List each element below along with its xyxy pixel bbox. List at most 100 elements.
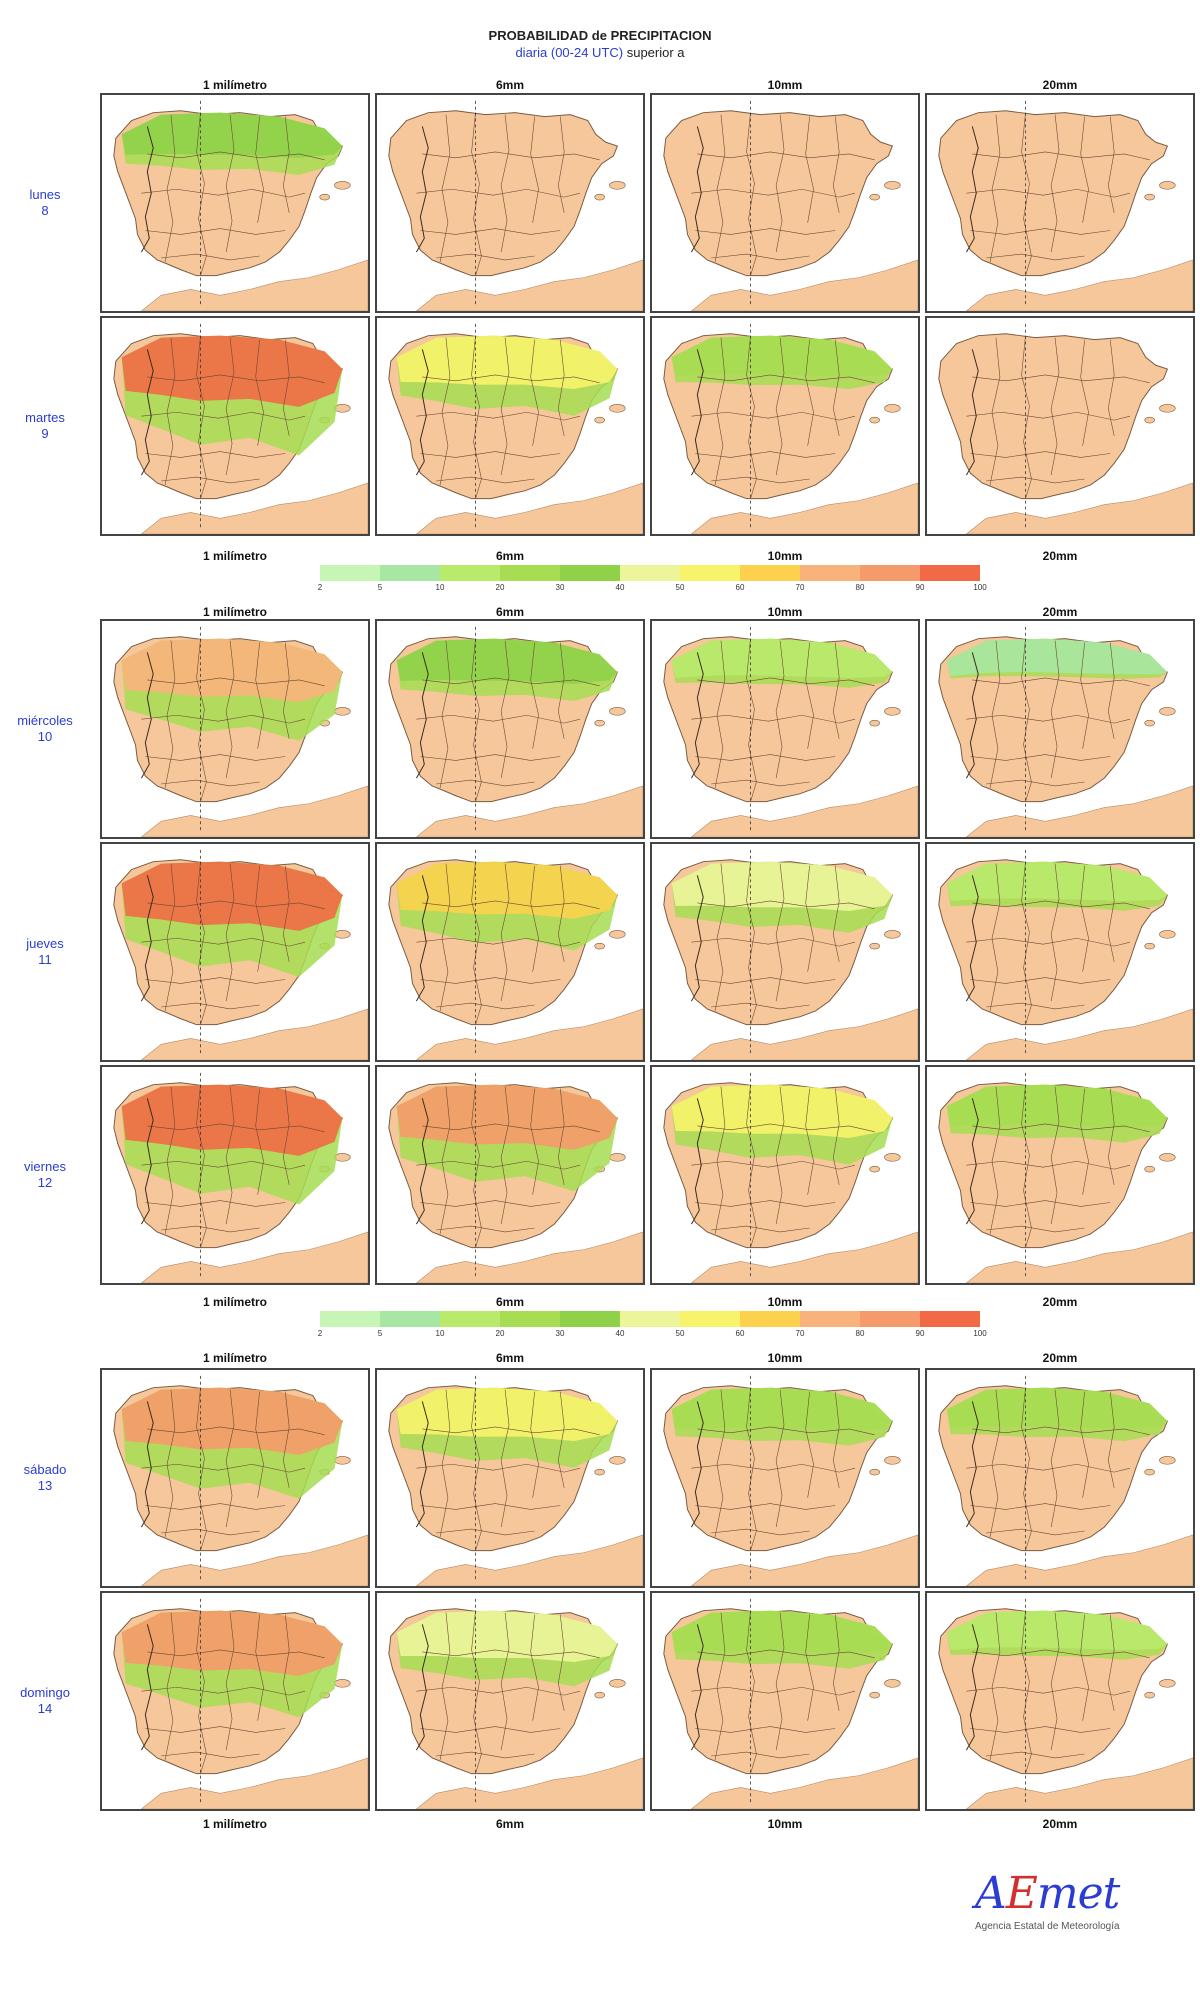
balearic-island — [884, 181, 901, 190]
probability-colorbar — [320, 565, 980, 581]
province-border — [557, 642, 565, 739]
map-panel[interactable] — [925, 1591, 1195, 1811]
day-label-3: jueves 11 — [0, 936, 90, 968]
province-border — [225, 863, 235, 1002]
day-number: 10 — [37, 729, 53, 744]
province-border — [746, 112, 757, 276]
colorbar-segment — [680, 565, 740, 581]
province-border — [530, 1391, 539, 1498]
map-panel[interactable] — [375, 619, 645, 839]
map-panel[interactable] — [650, 1065, 920, 1285]
province-border — [805, 1391, 814, 1498]
province-border — [805, 339, 814, 446]
map-panel[interactable] — [925, 619, 1195, 839]
map-panel[interactable] — [650, 93, 920, 313]
province-border — [805, 1088, 814, 1195]
threshold-header-3: 20mm — [1042, 1351, 1078, 1365]
province-border — [436, 1225, 535, 1233]
africa-landmass — [690, 482, 918, 534]
province-border — [161, 253, 260, 261]
province-border — [422, 1649, 600, 1659]
map-panel[interactable] — [375, 1368, 645, 1588]
map-panel[interactable] — [650, 842, 920, 1062]
colorbar-segment — [680, 1311, 740, 1327]
threshold-header-1: 6mm — [495, 549, 524, 563]
day-name: lunes — [29, 187, 61, 202]
balearic-island — [609, 1456, 626, 1465]
precip-map — [102, 318, 368, 534]
colorbar-tick-label: 50 — [675, 1329, 685, 1338]
colorbar-tick-label: 60 — [735, 1329, 745, 1338]
day-name: sábado — [23, 1462, 67, 1477]
province-border — [691, 937, 856, 947]
province-border — [147, 900, 325, 910]
province-border — [695, 977, 836, 984]
map-panel[interactable] — [650, 1368, 920, 1588]
province-border — [1107, 339, 1115, 436]
map-panel[interactable] — [100, 1065, 370, 1285]
precip-map — [102, 844, 368, 1060]
province-border — [225, 114, 235, 253]
map-panel[interactable] — [100, 1591, 370, 1811]
portugal-border — [965, 126, 979, 253]
map-panel[interactable] — [650, 619, 920, 839]
map-panel[interactable] — [375, 316, 645, 536]
map-panel[interactable] — [100, 842, 370, 1062]
map-panel[interactable] — [925, 316, 1195, 536]
map-panel[interactable] — [375, 1591, 645, 1811]
province-border — [832, 1614, 840, 1711]
colorbar-segment — [500, 565, 560, 581]
province-border — [141, 1686, 306, 1696]
map-panel[interactable] — [925, 93, 1195, 313]
province-border — [161, 1002, 260, 1010]
map-panel[interactable] — [650, 316, 920, 536]
province-border — [746, 1084, 757, 1248]
map-panel[interactable] — [925, 842, 1195, 1062]
balearic-island — [1144, 1468, 1155, 1476]
day-number: 8 — [41, 203, 49, 218]
day-label-5: sábado 13 — [0, 1462, 90, 1494]
colorbar-segment — [560, 565, 620, 581]
map-panel[interactable] — [925, 1065, 1195, 1285]
province-border — [1107, 116, 1115, 213]
day-label-2: miércoles 10 — [0, 713, 90, 745]
province-border — [147, 677, 325, 687]
province-border — [500, 1612, 510, 1751]
province-border — [530, 339, 539, 446]
threshold-header-0: 1 milímetro — [202, 549, 268, 563]
africa-landmass — [415, 482, 643, 534]
province-border — [1080, 1614, 1089, 1721]
province-border — [714, 1086, 726, 1234]
province-border — [970, 1726, 1111, 1733]
province-border — [746, 861, 757, 1025]
map-panel[interactable] — [925, 1368, 1195, 1588]
map-panel[interactable] — [375, 93, 645, 313]
portugal-border — [690, 1624, 704, 1751]
province-border — [989, 1389, 1001, 1537]
africa-landmass — [415, 1757, 643, 1809]
map-panel[interactable] — [100, 316, 370, 536]
colorbar-segment — [620, 565, 680, 581]
map-panel[interactable] — [375, 1065, 645, 1285]
map-panel[interactable] — [100, 1368, 370, 1588]
map-panel[interactable] — [100, 93, 370, 313]
balearic-island — [334, 707, 351, 716]
province-border — [147, 374, 325, 384]
day-number: 11 — [38, 952, 52, 967]
map-panel[interactable] — [100, 619, 370, 839]
map-panel[interactable] — [650, 1591, 920, 1811]
map-panel[interactable] — [375, 842, 645, 1062]
africa-landmass — [690, 259, 918, 311]
province-border — [145, 1200, 286, 1207]
balearic-island — [1144, 719, 1155, 727]
province-border — [989, 337, 1001, 485]
subtitle-period: diaria (00-24 UTC) — [515, 45, 624, 60]
province-border — [1080, 642, 1089, 749]
province-border — [775, 1086, 785, 1225]
precip-map — [652, 318, 918, 534]
page-subtitle: diaria (00-24 UTC) superior a — [0, 45, 1200, 60]
province-border — [805, 116, 814, 223]
colorbar-tick-label: 90 — [915, 1329, 925, 1338]
threshold-header-2: 10mm — [767, 549, 803, 563]
province-border — [714, 640, 726, 788]
